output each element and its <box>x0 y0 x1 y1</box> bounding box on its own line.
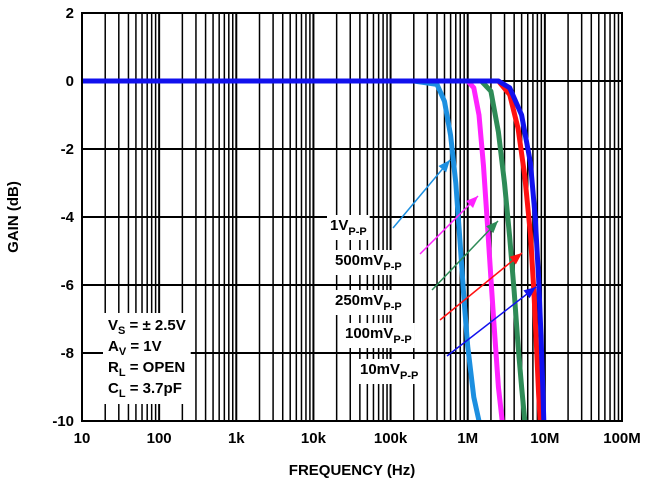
series-line <box>82 78 505 422</box>
y-tick-label: 2 <box>66 5 74 22</box>
y-tick-label: -10 <box>52 413 74 430</box>
series-curves <box>82 78 547 422</box>
conditions-line: CL = 3.7pF <box>108 380 182 400</box>
series-arrowhead <box>438 160 450 173</box>
x-tick-labels: 10 100 1k 10k 100k 1M 10M 100M <box>74 430 641 447</box>
x-tick-label: 1k <box>228 430 245 447</box>
series-arrowhead <box>486 221 498 234</box>
series-arrowhead <box>509 253 522 265</box>
conditions-line: AV = 1V <box>108 338 162 358</box>
y-axis-label: GAIN (dB) <box>5 181 22 253</box>
series-label-background <box>342 323 415 348</box>
series-arrow-line <box>431 220 499 291</box>
series-arrow-line <box>392 159 451 229</box>
y-tick-label: -4 <box>61 209 75 226</box>
y-tick-label: -2 <box>61 141 74 158</box>
y-tick-label: -8 <box>61 345 74 362</box>
series-line <box>82 78 543 422</box>
x-tick-label: 100k <box>374 430 408 447</box>
series-arrowhead <box>465 196 478 209</box>
series-line <box>82 78 528 422</box>
series-arrows <box>392 159 537 357</box>
series-arrow-line <box>439 252 523 321</box>
series-labels: 1VP-P 500mVP-P 250mVP-P 100mVP-P 10mVP-P <box>330 217 418 382</box>
series-label-background <box>332 250 405 275</box>
y-tick-label: -6 <box>61 277 74 294</box>
x-axis-label: FREQUENCY (Hz) <box>289 462 415 479</box>
series-label-background <box>357 359 422 384</box>
conditions-line: RL = OPEN <box>108 359 185 379</box>
y-tick-label: 0 <box>66 73 74 90</box>
x-tick-label: 100M <box>603 430 641 447</box>
series-arrow-line <box>446 286 537 357</box>
series-label-background <box>332 290 405 315</box>
x-tick-label: 10 <box>74 430 91 447</box>
plot-frame <box>81 12 623 422</box>
series-label: 100mVP-P <box>345 325 412 346</box>
series-arrowhead <box>523 287 536 299</box>
annotation-backgrounds <box>103 215 422 404</box>
conditions-line: VS = ± 2.5V <box>108 317 186 337</box>
series-label: 1VP-P <box>330 217 367 238</box>
x-tick-label: 10k <box>301 430 327 447</box>
series-label: 500mVP-P <box>335 252 402 273</box>
x-tick-label: 1M <box>457 430 478 447</box>
y-tick-labels: 2 0 -2 -4 -6 -8 -10 <box>52 5 74 430</box>
series-label-background <box>327 215 370 240</box>
x-tick-label: 100 <box>147 430 172 447</box>
series-line <box>82 78 547 422</box>
series-label: 10mVP-P <box>360 361 418 382</box>
conditions-background <box>103 313 191 404</box>
series-arrow-line <box>419 195 479 255</box>
series-label: 250mVP-P <box>335 292 402 313</box>
x-tick-label: 10M <box>530 430 559 447</box>
